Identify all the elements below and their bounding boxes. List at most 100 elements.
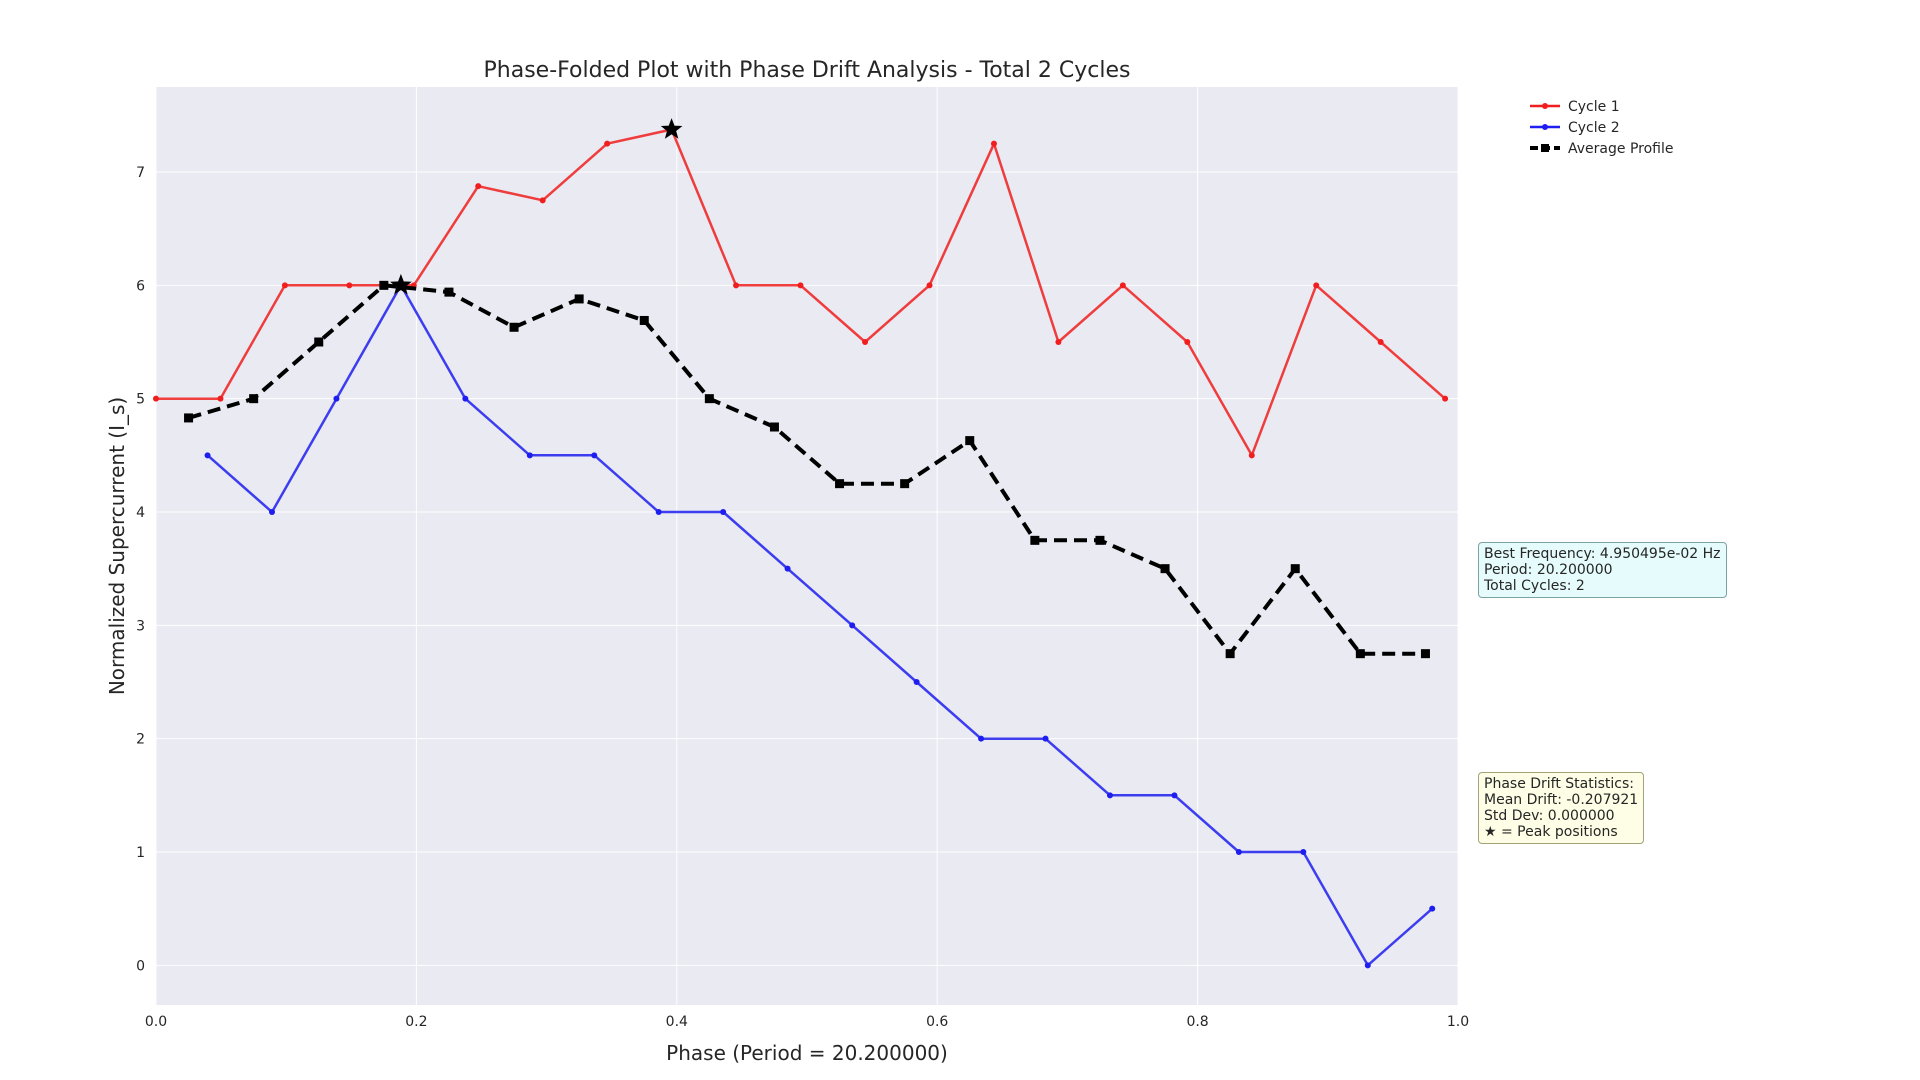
series-cycle-2 — [204, 282, 1436, 969]
x-axis-ticks: 0.0 0.2 0.4 0.6 0.8 1.0 — [145, 1014, 1469, 1030]
series-line-cycle-2 — [206, 284, 1434, 967]
data-point — [184, 413, 194, 423]
data-point — [1055, 339, 1062, 345]
data-point — [462, 395, 469, 402]
x-tick-label: 0.4 — [666, 1014, 688, 1030]
legend-label: Cycle 2 — [1568, 120, 1620, 136]
data-point — [475, 183, 482, 190]
data-point — [1355, 649, 1365, 659]
data-point — [835, 479, 845, 489]
data-point — [1290, 564, 1300, 574]
x-tick-label: 0.0 — [145, 1014, 167, 1030]
std-dev-text: Std Dev: 0.000000 — [1484, 808, 1615, 824]
legend-item-average-profile: Average Profile — [1530, 141, 1673, 157]
data-point — [1106, 792, 1113, 799]
data-point — [978, 735, 985, 742]
y-tick-label: 2 — [136, 732, 145, 748]
data-point — [281, 282, 288, 289]
data-point — [379, 280, 389, 290]
data-point — [574, 294, 584, 304]
peak-markers — [390, 118, 683, 295]
data-point — [965, 436, 975, 446]
legend-label: Cycle 1 — [1568, 99, 1620, 115]
data-point — [1442, 395, 1449, 402]
data-point — [1248, 452, 1255, 459]
data-point — [604, 140, 611, 147]
total-cycles-text: Total Cycles: 2 — [1484, 578, 1585, 594]
data-point — [1030, 535, 1040, 545]
data-point — [1429, 905, 1436, 912]
legend-item-cycle-2: Cycle 2 — [1530, 120, 1620, 136]
data-point — [1300, 849, 1307, 855]
data-point — [900, 479, 910, 489]
y-tick-label: 5 — [136, 392, 145, 408]
data-point — [1042, 735, 1049, 742]
drift-heading-text: Phase Drift Statistics: — [1484, 776, 1635, 792]
peak-star-icon — [390, 273, 412, 295]
period-text: Period: 20.200000 — [1484, 562, 1613, 578]
x-axis-label: Phase (Period = 20.200000) — [666, 1041, 948, 1065]
data-point — [1313, 282, 1320, 289]
mean-drift-text: Mean Drift: -0.207921 — [1484, 792, 1639, 808]
x-tick-label: 0.6 — [926, 1014, 948, 1030]
peak-note-text: ★ = Peak positions — [1484, 824, 1618, 840]
data-point — [153, 395, 159, 402]
data-point — [769, 422, 779, 432]
x-tick-label: 1.0 — [1447, 1014, 1469, 1030]
data-point — [314, 337, 324, 347]
data-point — [509, 322, 519, 332]
data-point — [526, 452, 533, 459]
y-tick-label: 0 — [136, 958, 145, 974]
y-tick-label: 1 — [136, 845, 145, 861]
series-layer — [153, 126, 1449, 969]
data-point — [1235, 849, 1242, 855]
y-axis-label: Normalized Supercurrent (I_s) — [105, 397, 129, 695]
data-point — [1225, 649, 1235, 659]
data-point — [539, 197, 546, 204]
data-point — [1377, 339, 1384, 345]
data-point — [926, 282, 933, 289]
data-point — [784, 565, 791, 572]
y-tick-label: 3 — [136, 618, 145, 634]
series-line-average-profile — [188, 283, 1426, 656]
y-tick-label: 4 — [136, 505, 145, 521]
data-point — [591, 452, 598, 459]
phase-drift-box: Phase Drift Statistics: Mean Drift: -0.2… — [1478, 772, 1645, 844]
legend-item-cycle-1: Cycle 1 — [1530, 99, 1620, 115]
best-frequency-text: Best Frequency: 4.950495e-02 Hz — [1484, 546, 1721, 562]
plot-area — [156, 87, 1458, 1005]
data-point — [1184, 339, 1191, 345]
x-tick-label: 0.2 — [405, 1014, 427, 1030]
data-point — [333, 395, 340, 402]
y-tick-label: 7 — [136, 165, 145, 181]
data-point — [1171, 792, 1178, 799]
chart-title: Phase-Folded Plot with Phase Drift Analy… — [484, 58, 1131, 83]
data-point — [733, 282, 740, 289]
data-point — [249, 394, 259, 404]
y-axis-ticks: 0 1 2 3 4 5 6 7 — [136, 165, 145, 974]
legend-marker — [1542, 124, 1548, 130]
data-point — [1364, 962, 1371, 969]
data-point — [346, 282, 353, 289]
data-point — [862, 339, 869, 345]
data-point — [704, 394, 714, 404]
legend-marker — [1541, 144, 1549, 152]
data-point — [269, 509, 276, 515]
legend: Cycle 1 Cycle 2 Average Profile — [1530, 99, 1673, 157]
data-point — [655, 509, 662, 515]
data-point — [720, 509, 727, 515]
series-average-profile — [184, 280, 1430, 659]
data-point — [913, 679, 920, 685]
data-point — [639, 315, 649, 325]
data-point — [849, 622, 856, 629]
x-tick-label: 0.8 — [1186, 1014, 1208, 1030]
legend-marker — [1542, 103, 1548, 109]
data-point — [797, 282, 804, 289]
data-point — [1420, 649, 1430, 659]
data-point — [1095, 535, 1105, 545]
data-point — [204, 452, 211, 459]
y-tick-label: 6 — [136, 278, 145, 294]
grid — [155, 87, 1459, 1005]
data-point — [217, 395, 224, 402]
